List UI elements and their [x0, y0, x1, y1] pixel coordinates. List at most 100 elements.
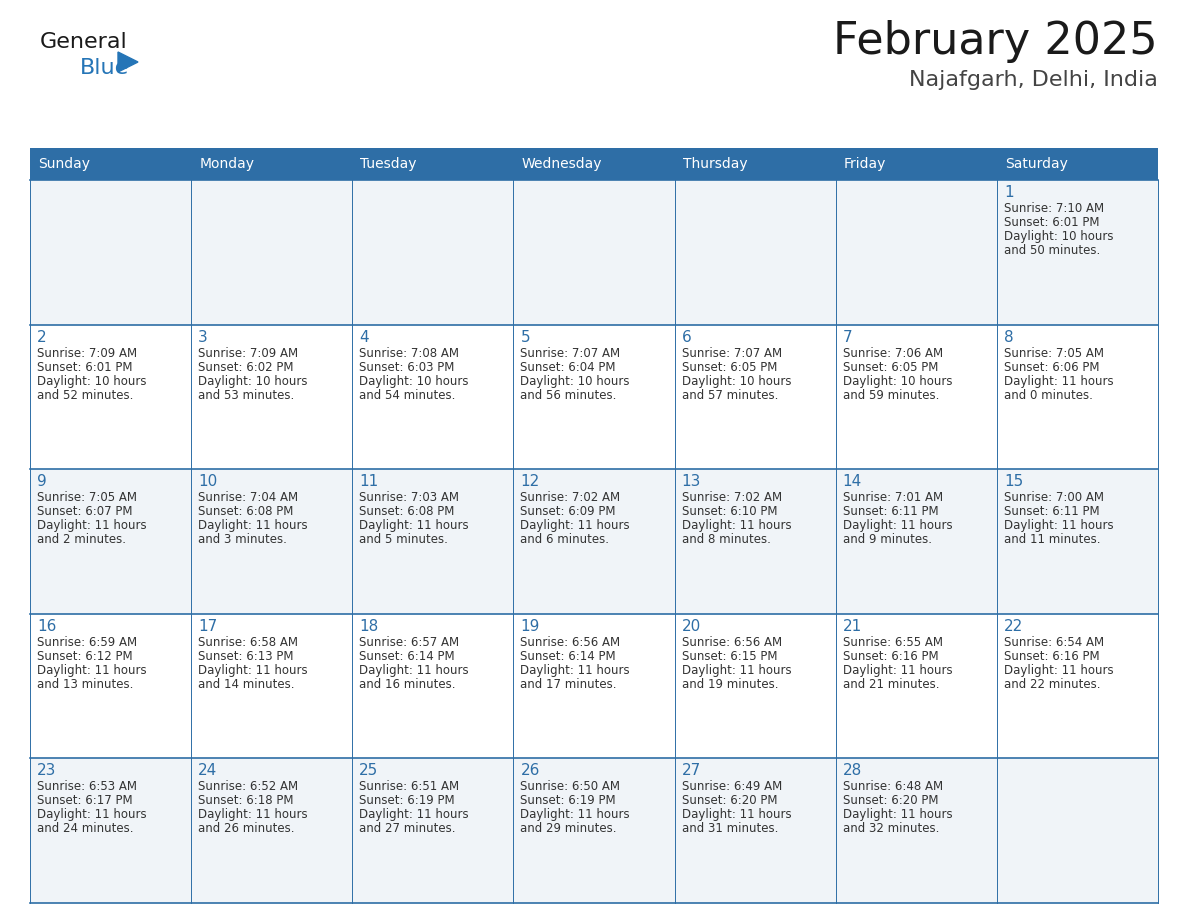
- Text: 11: 11: [359, 475, 379, 489]
- Text: and 29 minutes.: and 29 minutes.: [520, 823, 617, 835]
- Text: Sunrise: 6:58 AM: Sunrise: 6:58 AM: [198, 636, 298, 649]
- Text: and 14 minutes.: and 14 minutes.: [198, 677, 295, 691]
- Text: Daylight: 11 hours: Daylight: 11 hours: [682, 520, 791, 532]
- Text: 9: 9: [37, 475, 46, 489]
- Text: Sunset: 6:05 PM: Sunset: 6:05 PM: [842, 361, 939, 374]
- Text: Daylight: 11 hours: Daylight: 11 hours: [842, 664, 953, 677]
- Text: and 21 minutes.: and 21 minutes.: [842, 677, 940, 691]
- Bar: [30, 469, 1158, 614]
- Text: General: General: [40, 32, 128, 52]
- Text: 25: 25: [359, 764, 379, 778]
- Text: 17: 17: [198, 619, 217, 633]
- Text: Daylight: 11 hours: Daylight: 11 hours: [359, 664, 469, 677]
- Text: Daylight: 11 hours: Daylight: 11 hours: [520, 809, 630, 822]
- Text: Daylight: 10 hours: Daylight: 10 hours: [1004, 230, 1113, 243]
- Text: Sunrise: 7:02 AM: Sunrise: 7:02 AM: [682, 491, 782, 504]
- Text: Sunset: 6:08 PM: Sunset: 6:08 PM: [359, 505, 455, 518]
- Text: Sunrise: 6:56 AM: Sunrise: 6:56 AM: [520, 636, 620, 649]
- Text: and 13 minutes.: and 13 minutes.: [37, 677, 133, 691]
- Text: Saturday: Saturday: [1005, 157, 1068, 171]
- Text: Sunset: 6:20 PM: Sunset: 6:20 PM: [842, 794, 939, 808]
- Text: Sunset: 6:13 PM: Sunset: 6:13 PM: [198, 650, 293, 663]
- Text: and 2 minutes.: and 2 minutes.: [37, 533, 126, 546]
- Text: 28: 28: [842, 764, 862, 778]
- Text: Sunset: 6:16 PM: Sunset: 6:16 PM: [842, 650, 939, 663]
- Text: Daylight: 11 hours: Daylight: 11 hours: [359, 520, 469, 532]
- Bar: [30, 614, 1158, 758]
- Text: 4: 4: [359, 330, 369, 344]
- Text: and 56 minutes.: and 56 minutes.: [520, 388, 617, 401]
- Text: Sunrise: 7:08 AM: Sunrise: 7:08 AM: [359, 347, 460, 360]
- Text: Daylight: 11 hours: Daylight: 11 hours: [37, 520, 146, 532]
- Text: and 31 minutes.: and 31 minutes.: [682, 823, 778, 835]
- Text: and 8 minutes.: and 8 minutes.: [682, 533, 771, 546]
- Text: and 54 minutes.: and 54 minutes.: [359, 388, 456, 401]
- Text: Sunset: 6:05 PM: Sunset: 6:05 PM: [682, 361, 777, 374]
- Text: Sunset: 6:10 PM: Sunset: 6:10 PM: [682, 505, 777, 518]
- Text: Sunrise: 7:06 AM: Sunrise: 7:06 AM: [842, 347, 943, 360]
- Text: 13: 13: [682, 475, 701, 489]
- Text: Daylight: 10 hours: Daylight: 10 hours: [842, 375, 953, 387]
- Text: Sunset: 6:04 PM: Sunset: 6:04 PM: [520, 361, 615, 374]
- Polygon shape: [118, 52, 138, 72]
- Text: Sunset: 6:07 PM: Sunset: 6:07 PM: [37, 505, 133, 518]
- Text: and 50 minutes.: and 50 minutes.: [1004, 244, 1100, 257]
- Text: Monday: Monday: [200, 157, 254, 171]
- Text: Daylight: 11 hours: Daylight: 11 hours: [1004, 375, 1113, 387]
- Text: Daylight: 11 hours: Daylight: 11 hours: [520, 520, 630, 532]
- Text: Daylight: 11 hours: Daylight: 11 hours: [198, 809, 308, 822]
- Text: Sunset: 6:11 PM: Sunset: 6:11 PM: [1004, 505, 1099, 518]
- Text: Sunrise: 6:52 AM: Sunrise: 6:52 AM: [198, 780, 298, 793]
- Text: Sunset: 6:14 PM: Sunset: 6:14 PM: [520, 650, 617, 663]
- Text: 18: 18: [359, 619, 379, 633]
- Text: Sunrise: 7:05 AM: Sunrise: 7:05 AM: [37, 491, 137, 504]
- Text: 14: 14: [842, 475, 862, 489]
- Text: and 3 minutes.: and 3 minutes.: [198, 533, 287, 546]
- Text: Sunrise: 6:49 AM: Sunrise: 6:49 AM: [682, 780, 782, 793]
- Text: Daylight: 11 hours: Daylight: 11 hours: [37, 809, 146, 822]
- Text: Daylight: 10 hours: Daylight: 10 hours: [359, 375, 469, 387]
- Text: 21: 21: [842, 619, 862, 633]
- Text: Sunrise: 6:48 AM: Sunrise: 6:48 AM: [842, 780, 943, 793]
- Text: Sunset: 6:12 PM: Sunset: 6:12 PM: [37, 650, 133, 663]
- Bar: [30, 180, 1158, 325]
- Text: Sunrise: 6:59 AM: Sunrise: 6:59 AM: [37, 636, 137, 649]
- Text: Sunset: 6:18 PM: Sunset: 6:18 PM: [198, 794, 293, 808]
- Text: Sunday: Sunday: [38, 157, 90, 171]
- Text: Daylight: 11 hours: Daylight: 11 hours: [520, 664, 630, 677]
- Text: 27: 27: [682, 764, 701, 778]
- Text: 23: 23: [37, 764, 56, 778]
- Text: and 27 minutes.: and 27 minutes.: [359, 823, 456, 835]
- Text: Daylight: 11 hours: Daylight: 11 hours: [198, 520, 308, 532]
- Text: Daylight: 10 hours: Daylight: 10 hours: [682, 375, 791, 387]
- Text: and 11 minutes.: and 11 minutes.: [1004, 533, 1100, 546]
- Text: Sunrise: 7:01 AM: Sunrise: 7:01 AM: [842, 491, 943, 504]
- Bar: [30, 148, 1158, 180]
- Text: 6: 6: [682, 330, 691, 344]
- Text: Sunrise: 6:51 AM: Sunrise: 6:51 AM: [359, 780, 460, 793]
- Text: Sunrise: 7:10 AM: Sunrise: 7:10 AM: [1004, 202, 1104, 215]
- Text: Daylight: 10 hours: Daylight: 10 hours: [520, 375, 630, 387]
- Text: Daylight: 10 hours: Daylight: 10 hours: [198, 375, 308, 387]
- Text: Sunrise: 6:54 AM: Sunrise: 6:54 AM: [1004, 636, 1104, 649]
- Text: 8: 8: [1004, 330, 1013, 344]
- Text: Sunrise: 6:53 AM: Sunrise: 6:53 AM: [37, 780, 137, 793]
- Text: 2: 2: [37, 330, 46, 344]
- Text: 10: 10: [198, 475, 217, 489]
- Text: 5: 5: [520, 330, 530, 344]
- Text: Daylight: 11 hours: Daylight: 11 hours: [682, 664, 791, 677]
- Text: 26: 26: [520, 764, 539, 778]
- Text: Sunrise: 7:00 AM: Sunrise: 7:00 AM: [1004, 491, 1104, 504]
- Bar: [30, 758, 1158, 903]
- Text: 3: 3: [198, 330, 208, 344]
- Text: Daylight: 11 hours: Daylight: 11 hours: [842, 520, 953, 532]
- Text: Sunset: 6:19 PM: Sunset: 6:19 PM: [359, 794, 455, 808]
- Text: Daylight: 11 hours: Daylight: 11 hours: [682, 809, 791, 822]
- Text: and 52 minutes.: and 52 minutes.: [37, 388, 133, 401]
- Text: Sunrise: 6:56 AM: Sunrise: 6:56 AM: [682, 636, 782, 649]
- Text: Sunset: 6:19 PM: Sunset: 6:19 PM: [520, 794, 617, 808]
- Text: Sunrise: 7:07 AM: Sunrise: 7:07 AM: [520, 347, 620, 360]
- Text: and 57 minutes.: and 57 minutes.: [682, 388, 778, 401]
- Text: and 59 minutes.: and 59 minutes.: [842, 388, 939, 401]
- Text: February 2025: February 2025: [833, 20, 1158, 63]
